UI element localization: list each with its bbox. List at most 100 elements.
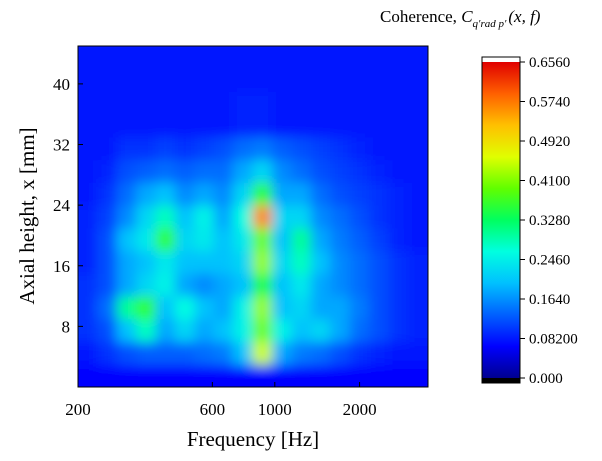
heat-cell (78, 205, 98, 229)
heat-cell (78, 250, 98, 274)
heat-cell (213, 318, 234, 343)
heat-cell (271, 68, 292, 92)
heat-cell (213, 46, 234, 70)
heat-cell (388, 182, 409, 206)
heat-cell (116, 91, 137, 115)
heat-cell (330, 341, 351, 365)
y-tick-label: 40 (53, 75, 70, 94)
y-tick-label: 8 (62, 317, 71, 336)
heat-cell (330, 318, 351, 343)
heat-cell (369, 273, 389, 297)
heat-cell (155, 159, 176, 183)
colorbar-tick-label: 0.000 (529, 371, 563, 387)
heat-cell (291, 227, 312, 252)
heat-cell (388, 250, 409, 274)
heat-cell (271, 114, 292, 138)
heat-cell (174, 68, 195, 92)
heat-cell (233, 159, 254, 183)
heat-cell (349, 341, 370, 365)
heat-cell (194, 182, 215, 206)
heat-cell (369, 91, 389, 115)
heat-cell (388, 91, 409, 115)
heat-cell (330, 227, 351, 252)
heat-cell (213, 182, 234, 206)
colorbar-tick-label: 0.5740 (529, 95, 570, 111)
heat-cell (291, 182, 312, 206)
heat-cell (271, 91, 292, 115)
heat-cell (155, 136, 176, 161)
colorbar-title-symbol: C (461, 7, 473, 26)
heat-cell (174, 205, 195, 229)
heat-cell (233, 68, 254, 92)
heat-cell (369, 114, 389, 138)
heat-cell (116, 250, 137, 274)
heat-cell (97, 205, 118, 229)
heat-cell (174, 364, 195, 387)
heat-cell (407, 91, 428, 115)
heat-cell (155, 296, 176, 320)
heat-cell (97, 159, 118, 183)
heat-cell (388, 46, 409, 70)
heat-cell (349, 68, 370, 92)
heat-cell (388, 68, 409, 92)
heat-cell (233, 250, 254, 274)
heat-cell (194, 159, 215, 183)
heat-cell (271, 318, 292, 343)
colorbar-tick-label: 0.6560 (529, 55, 570, 71)
heat-cell (271, 273, 292, 297)
heat-cell (291, 46, 312, 70)
heat-cell (174, 296, 195, 320)
heat-cell (78, 114, 98, 138)
heat-cell (116, 136, 137, 161)
heat-cell (116, 296, 137, 320)
heat-cell (271, 159, 292, 183)
x-tick-label: 2000 (343, 400, 377, 419)
heat-cell (97, 273, 118, 297)
heat-cell (136, 46, 157, 70)
heat-cell (291, 68, 312, 92)
heat-cell (174, 46, 195, 70)
heat-cell (271, 364, 292, 387)
heat-cell (330, 364, 351, 387)
heat-cell (116, 182, 137, 206)
heatmap (78, 46, 428, 387)
heat-cell (116, 159, 137, 183)
heat-cell (194, 364, 215, 387)
heat-cell (136, 159, 157, 183)
heat-cell (174, 273, 195, 297)
heat-cell (388, 227, 409, 252)
heat-cell (407, 273, 428, 297)
heat-cell (78, 182, 98, 206)
heat-cell (155, 250, 176, 274)
heat-cell (174, 182, 195, 206)
heat-cell (369, 341, 389, 365)
heat-cell (388, 136, 409, 161)
heat-cell (349, 250, 370, 274)
colorbar-over (482, 57, 520, 62)
heat-cell (407, 227, 428, 252)
heat-cell (97, 91, 118, 115)
heat-cell (233, 296, 254, 320)
heat-cell (310, 227, 331, 252)
heat-cell (349, 273, 370, 297)
heat-cell (136, 227, 157, 252)
heat-cell (116, 341, 137, 365)
heat-cell (252, 114, 273, 138)
heat-cell (369, 46, 389, 70)
colorbar-tick-label: 0.4920 (529, 134, 570, 150)
y-tick-label: 32 (53, 136, 70, 155)
heat-cell (388, 318, 409, 343)
x-tick-label: 600 (200, 400, 226, 419)
heat-cell (213, 273, 234, 297)
heat-cell (78, 341, 98, 365)
heat-cell (213, 114, 234, 138)
heat-cell (213, 205, 234, 229)
heat-cell (233, 273, 254, 297)
heat-cell (388, 273, 409, 297)
heat-cell (194, 68, 215, 92)
heat-cell (213, 91, 234, 115)
heat-cell (136, 68, 157, 92)
heat-cell (155, 205, 176, 229)
heat-cell (310, 159, 331, 183)
heat-cell (271, 205, 292, 229)
